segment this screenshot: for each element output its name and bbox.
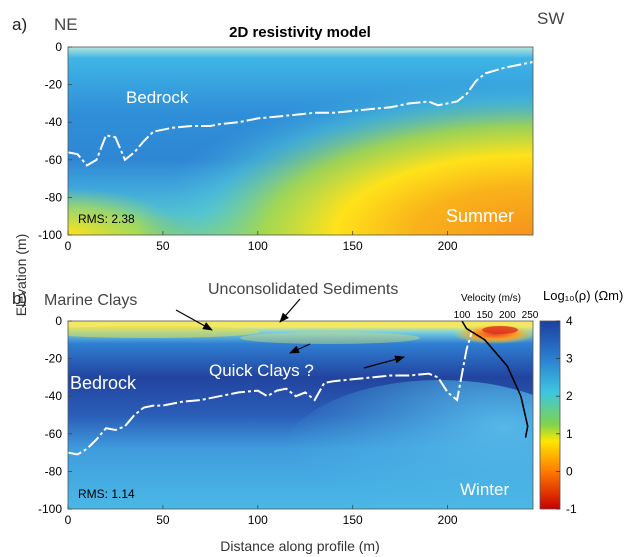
panel-a-frame (67, 46, 534, 236)
bedrock-label-b: Bedrock (70, 373, 137, 393)
y-tick-label: -80 (45, 464, 63, 478)
arrow-marine-clays (175, 309, 213, 331)
y-tick-label: -20 (45, 352, 63, 366)
velocity-profile-line (461, 321, 529, 438)
sw-label: SW (537, 9, 564, 28)
arrow-quick-clays-a (289, 343, 311, 354)
panel-a: a) NE SW 2D resistivity model 0 50 100 150 2… (12, 9, 564, 253)
y-tick-label: -20 (45, 78, 63, 92)
rms-label-b: RMS: 1.14 (78, 487, 135, 501)
y-tick-label: -40 (45, 389, 63, 403)
y-tick-label: -100 (38, 502, 62, 516)
rms-label-a: RMS: 2.38 (78, 212, 135, 226)
chart-title: 2D resistivity model (229, 24, 371, 41)
panel-a-label: a) (12, 15, 27, 34)
y-tick-label: -40 (45, 115, 63, 129)
bedrock-label-a: Bedrock (126, 88, 189, 107)
x-tick-label: 0 (65, 239, 72, 253)
y-tick-label: -60 (45, 153, 63, 167)
colorbar-tick-label: 0 (566, 464, 573, 478)
colorbar-tick-label: 1 (566, 427, 573, 441)
y-tick-label: -100 (38, 228, 62, 242)
y-tick-label: -80 (45, 190, 63, 204)
panel-b-heatmap (68, 321, 533, 509)
bedrock-boundary-b (68, 330, 474, 456)
x-tick-label: 100 (248, 239, 268, 253)
colorbar-scale (539, 320, 561, 510)
quick-clays-label: Quick Clays ? (209, 361, 314, 380)
colorbar-tick-label: 3 (566, 352, 573, 366)
panel-b: b) Marine Clays Unconsolidated Sediments… (12, 281, 539, 554)
y-tick-label: 0 (55, 314, 62, 328)
velocity-tick-label: 100 (454, 310, 471, 321)
arrow-quick-clays-b (363, 355, 405, 369)
season-label-summer: Summer (446, 206, 514, 226)
x-tick-label: 200 (438, 513, 458, 527)
velocity-tick-label: 250 (522, 310, 539, 321)
panel-a-axes: 0 50 100 150 200 0 -20 -40 -60 -80 -100 (38, 40, 458, 253)
marine-clays-label: Marine Clays (44, 292, 137, 309)
velocity-tick-label: 200 (499, 310, 516, 321)
arrow-sediments (279, 298, 301, 323)
panel-b-frame (67, 320, 534, 510)
y-axis-label: Elevation (m) (13, 234, 29, 316)
x-tick-label: 0 (65, 513, 72, 527)
y-tick-label: -60 (45, 427, 63, 441)
colorbar-tick-label: 4 (566, 314, 573, 328)
x-tick-label: 200 (438, 239, 458, 253)
bedrock-boundary-a (68, 61, 533, 167)
season-label-winter: Winter (460, 480, 509, 499)
x-tick-label: 50 (156, 239, 170, 253)
colorbar-ticks: 4 3 2 1 0 -1 (556, 314, 577, 516)
velocity-tick-label: 150 (476, 310, 493, 321)
panel-b-axes: 0 50 100 150 200 0 -20 -40 -60 -80 -100 (38, 314, 458, 527)
x-tick-label: 150 (343, 513, 363, 527)
x-axis-label: Distance along profile (m) (220, 538, 380, 554)
x-tick-label: 50 (156, 513, 170, 527)
ne-label: NE (54, 15, 78, 34)
colorbar-label: Log₁₀(ρ) (Ωm) (543, 288, 623, 303)
y-tick-label: 0 (55, 40, 62, 54)
x-tick-label: 150 (343, 239, 363, 253)
colorbar-tick-label: -1 (566, 502, 577, 516)
x-tick-label: 100 (248, 513, 268, 527)
colorbar: Log₁₀(ρ) (Ωm) 4 3 2 1 0 -1 (539, 288, 623, 516)
sediments-label: Unconsolidated Sediments (208, 281, 398, 298)
velocity-axis-label: Velocity (m/s) (461, 293, 521, 304)
colorbar-tick-label: 2 (566, 389, 573, 403)
velocity-axis: 100 150 200 250 (454, 310, 539, 321)
panel-a-heatmap (68, 47, 533, 235)
panel-b-label: b) (12, 289, 27, 308)
